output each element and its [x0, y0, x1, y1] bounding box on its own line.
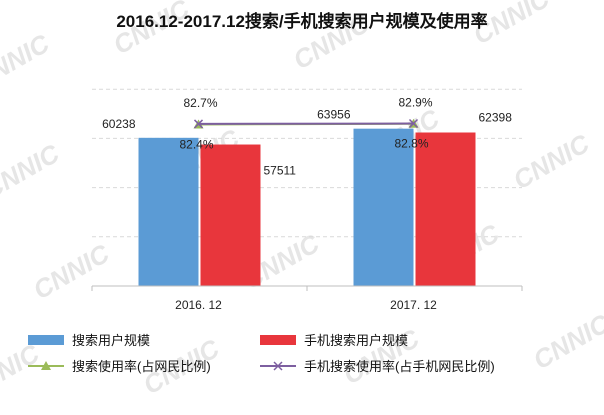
data-labels: 60238 63956 57511 62398 82.4% 82.8% 82.7% 82.9%: [102, 96, 512, 178]
bar-value-label: 62398: [479, 111, 513, 125]
x-tick-label: 2016. 12: [175, 298, 222, 312]
watermark-text: CNNIC: [0, 337, 45, 405]
rate-label: 82.4%: [179, 137, 213, 151]
legend-marker-x: [273, 361, 283, 371]
rate-point-x: [408, 118, 419, 129]
watermark-text: CNNIC: [0, 27, 55, 95]
bars: [138, 128, 476, 286]
legend-label: 手机搜索用户规模: [304, 333, 408, 348]
legend-marker-triangle: [41, 361, 51, 370]
bar-mobile-search-users: [415, 132, 476, 286]
x-axis: 2016. 12 2017. 12: [91, 285, 523, 312]
watermark-text: CNNIC: [28, 237, 115, 305]
watermark-text: CNNIC: [508, 127, 595, 195]
rate-lines: [193, 118, 419, 129]
legend-label: 搜索用户规模: [72, 333, 150, 348]
bar-value-label: 57511: [264, 164, 297, 178]
legend-label: 搜索使用率(占网民比例): [72, 359, 211, 374]
rate-label: 82.8%: [394, 137, 428, 151]
watermark-text: CNNIC: [528, 307, 604, 375]
bar-value-label: 63956: [317, 108, 351, 122]
rate-label: 82.9%: [398, 96, 432, 110]
bar-search-users: [138, 137, 199, 286]
chart-title: 2016.12-2017.12搜索/手机搜索用户规模及使用率: [116, 11, 487, 31]
legend-swatch-bar: [28, 335, 64, 345]
bar-search-users: [353, 128, 414, 286]
bar-mobile-search-users: [200, 144, 261, 286]
legend-label: 手机搜索使用率(占手机网民比例): [304, 359, 495, 374]
watermark-text: CNNIC: [0, 137, 65, 205]
rate-label: 82.7%: [183, 96, 217, 110]
bar-value-label: 60238: [102, 117, 136, 131]
x-tick-label: 2017. 12: [390, 298, 437, 312]
legend-swatch-bar: [260, 335, 296, 345]
rate-point-x: [193, 119, 204, 129]
